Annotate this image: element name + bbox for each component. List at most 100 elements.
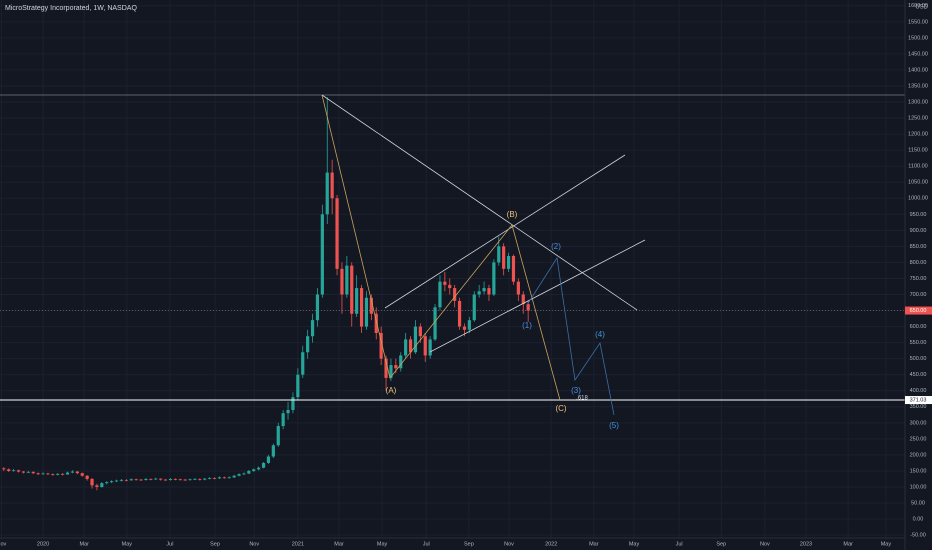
candle-body [198,478,202,480]
candle-body [453,288,457,301]
candle-body [511,256,516,282]
candle-body [237,474,241,476]
candle-body [110,481,114,483]
x-tick-label: Mar [79,541,89,547]
x-tick-label: Nov [249,541,259,547]
x-tick-label: Jul [676,541,683,547]
candle-body [394,365,398,369]
candle-body [247,470,251,474]
candle-body [310,320,315,337]
candle-body [399,355,403,369]
candle-body [163,479,168,481]
candle-body [56,473,60,475]
candle-body [51,474,55,475]
candle-body [217,477,222,479]
candle-body [21,471,26,473]
y-tick-label: 950.00 [910,212,927,218]
candle-body [433,307,437,340]
wave-label: .618 [576,396,588,402]
candle-body [516,281,520,295]
candle-body [7,469,11,471]
x-tick-label: May [629,541,640,547]
y-tick-label: 150.00 [910,468,927,474]
y-tick-label: 0.00 [913,517,924,523]
candle-body [443,281,447,285]
last-price-label: 650.00 [910,308,927,314]
y-tick-label: 100.00 [910,484,927,490]
candle-body [212,478,217,479]
candle-body [183,479,187,481]
y-tick-label: 50.00 [911,500,925,506]
x-tick-label: Sep [210,541,220,547]
y-tick-label: 1400.00 [908,67,928,73]
y-tick-label: 800.00 [910,260,927,266]
candle-body [144,478,148,480]
wave-label: (3) [571,386,581,395]
candle-body [271,445,275,457]
candle-body [492,262,496,295]
candle-body [100,483,104,487]
candle-body [315,294,320,321]
y-tick-label: 450.00 [910,372,927,378]
y-tick-label: 1050.00 [908,180,928,186]
x-tick-label: May [881,541,892,547]
y-tick-label: 500.00 [910,356,927,362]
y-tick-label: 750.00 [910,276,927,282]
candle-body [134,479,138,481]
candle-body [428,339,432,356]
candle-body [384,358,388,378]
candle-body [364,297,369,327]
wave-label: (1) [522,321,532,330]
y-tick-label: 1550.00 [908,19,928,25]
y-tick-label: 1200.00 [908,132,928,138]
candle-body [359,288,364,327]
x-tick-label: Nov [0,541,7,547]
candle-body [2,468,6,470]
x-tick-label: May [377,541,388,547]
y-tick-label: 1500.00 [908,35,928,41]
candle-body [330,172,334,199]
wave-label: (5) [609,421,619,430]
candle-body [472,294,476,321]
candle-body [252,469,256,471]
x-tick-label: 2020 [37,541,49,547]
trend-line [429,239,646,353]
candle-body [129,479,133,481]
candle-body [31,471,35,474]
candle-body [502,246,506,269]
trend-line [384,154,626,309]
y-tick-label: 1600.00 [908,3,928,9]
candle-body [374,313,378,334]
candle-body [257,467,261,470]
candle-body [26,471,30,473]
y-tick-label: 200.00 [910,452,927,458]
y-tick-label: 400.00 [910,388,927,394]
candle-body [266,456,271,463]
y-tick-label: 550.00 [910,340,927,346]
candle-body [85,475,89,479]
candle-body [12,470,16,472]
candle-body [61,473,65,475]
candle-body [232,475,236,478]
candle-body [75,471,79,474]
candle-body [70,471,75,473]
candle-body [448,284,452,289]
candle-body [413,326,418,353]
candle-body [208,478,212,479]
candle-body [506,256,511,269]
candle-body [227,477,231,479]
wave-abc [321,94,561,401]
currency: USD [915,5,928,11]
candle-body [355,288,359,314]
candle-body [350,265,354,314]
candle-body [320,214,324,295]
candle-body [242,473,246,475]
candle-body [65,472,70,475]
candle-body [90,478,94,486]
wave-label: (2) [551,242,561,251]
candle-body [173,478,177,480]
x-tick-label: Mar [843,541,853,547]
candle-body [36,473,40,475]
candle-body [408,339,413,353]
candle-body [154,478,158,480]
